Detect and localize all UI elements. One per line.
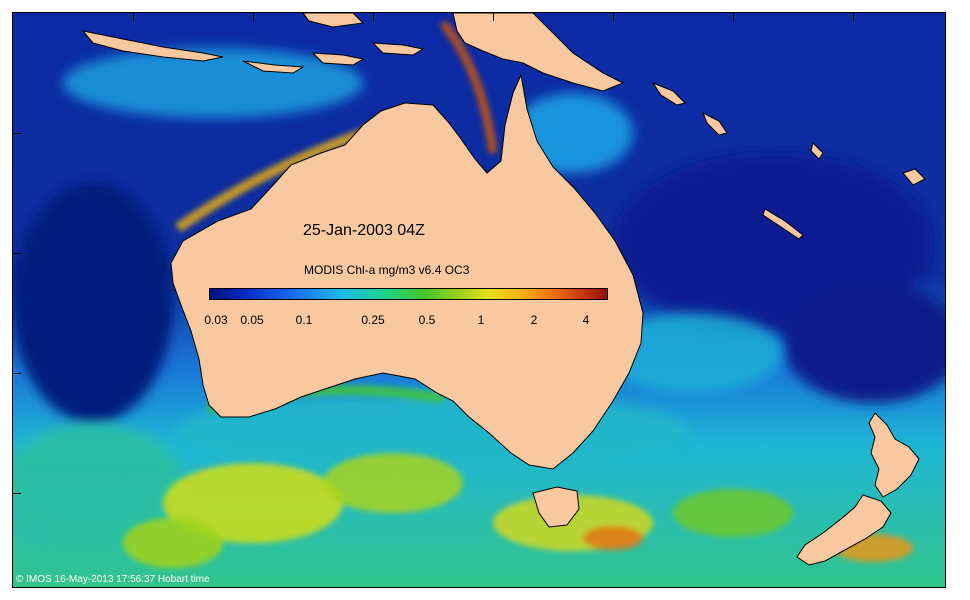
new-caledonia-island [762,208,804,240]
chlorophyll-map [12,12,946,588]
australia-landmass [170,73,644,470]
new-guinea-landmass [452,13,625,92]
colorbar-label: 4 [582,313,590,327]
colorbar-label: 0.03 [204,313,228,327]
frame-tick [493,13,494,21]
colorbar-label: 2 [530,313,538,327]
frame-tick [133,13,134,21]
pacific-islands [651,81,926,186]
frame-tick [253,13,254,21]
colorbar-label: 0.1 [295,313,313,327]
frame-tick [733,13,734,21]
colorbar-label: 0.05 [240,313,264,327]
credit-text: © IMOS 16-May-2013 17:56:37 Hobart time [16,574,210,585]
colorbar [209,288,608,300]
indonesia-islands [81,13,425,74]
tasmania-landmass [532,486,580,528]
map-title: 25-Jan-2003 04Z [303,222,425,239]
frame-tick [13,373,21,374]
colorbar-label: 1 [477,313,485,327]
new-zealand-south-island [796,494,892,566]
southern-blooms [123,453,913,568]
frame-tick [853,13,854,21]
frame-tick [13,493,21,494]
frame-tick [373,13,374,21]
frame-tick [13,253,21,254]
frame-tick [613,13,614,21]
map-canvas [13,13,945,587]
legend-title: MODIS Chl-a mg/m3 v6.4 OC3 [304,263,470,277]
frame-tick [13,133,21,134]
new-zealand-north-island [868,412,920,498]
colorbar-label: 0.25 [361,313,385,327]
colorbar-label: 0.5 [418,313,436,327]
low-chl-regions [13,153,945,423]
